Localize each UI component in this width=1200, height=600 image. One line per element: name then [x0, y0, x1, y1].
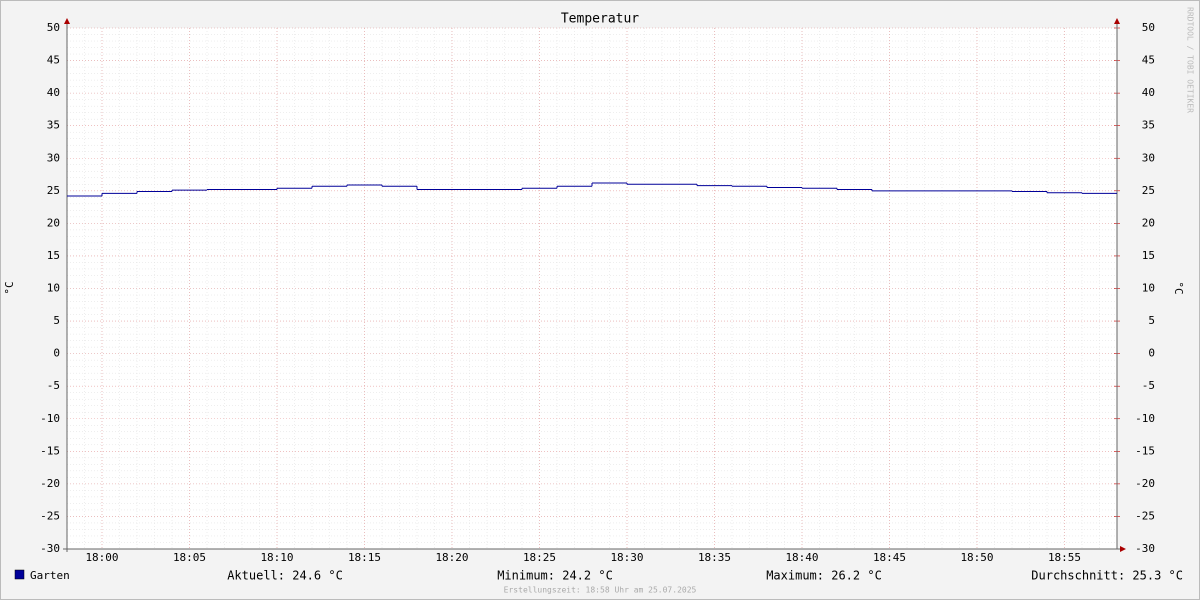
y2-tick-label: 0 — [1148, 347, 1155, 360]
y-tick-label: -5 — [47, 379, 60, 392]
y-tick-label: 5 — [53, 314, 60, 327]
y-tick-label: 20 — [47, 216, 60, 229]
stat: Durchschnitt: 25.3 °C — [1031, 569, 1183, 583]
x-tick-label: 18:35 — [698, 551, 731, 564]
y2-tick-label: 30 — [1142, 151, 1155, 164]
y-tick-label: 30 — [47, 151, 60, 164]
x-tick-label: 18:00 — [85, 551, 118, 564]
x-tick-label: 18:20 — [435, 551, 468, 564]
y2-tick-label: 50 — [1142, 21, 1155, 34]
arrow — [64, 18, 70, 24]
y-tick-label: 25 — [47, 184, 60, 197]
stat: Aktuell: 24.6 °C — [227, 569, 343, 583]
y-tick-label: -20 — [40, 477, 60, 490]
y2-tick-label: -30 — [1135, 542, 1155, 555]
y2-tick-label: 40 — [1142, 86, 1155, 99]
y-tick-label: 10 — [47, 282, 60, 295]
y2-tick-label: 10 — [1142, 282, 1155, 295]
y-tick-label: 0 — [53, 347, 60, 360]
arrow — [1114, 18, 1120, 24]
y2-axis-label: °C — [1172, 281, 1185, 294]
x-tick-label: 18:10 — [260, 551, 293, 564]
y2-tick-label: -25 — [1135, 509, 1155, 522]
x-tick-label: 18:15 — [348, 551, 381, 564]
stat: Maximum: 26.2 °C — [766, 569, 882, 583]
y2-tick-label: 5 — [1148, 314, 1155, 327]
x-tick-label: 18:55 — [1048, 551, 1081, 564]
footer: Erstellungszeit: 18:58 Uhr am 25.07.2025 — [504, 586, 697, 595]
x-tick-label: 18:45 — [873, 551, 906, 564]
y-tick-label: -25 — [40, 509, 60, 522]
y2-tick-label: 25 — [1142, 184, 1155, 197]
y-tick-label: -30 — [40, 542, 60, 555]
y-axis-label: °C — [3, 281, 16, 294]
y2-tick-label: -20 — [1135, 477, 1155, 490]
y2-tick-label: -5 — [1142, 379, 1155, 392]
y-tick-label: 45 — [47, 54, 60, 67]
y-tick-label: 15 — [47, 249, 60, 262]
y2-tick-label: 20 — [1142, 216, 1155, 229]
y-tick-label: -15 — [40, 444, 60, 457]
y2-tick-label: -10 — [1135, 412, 1155, 425]
x-tick-label: 18:25 — [523, 551, 556, 564]
x-tick-label: 18:05 — [173, 551, 206, 564]
y-tick-label: -10 — [40, 412, 60, 425]
x-tick-label: 18:40 — [785, 551, 818, 564]
x-tick-label: 18:30 — [610, 551, 643, 564]
legend-swatch — [14, 569, 25, 580]
chart-title: Temperatur — [561, 12, 639, 27]
legend-label: Garten — [30, 569, 70, 582]
y-tick-label: 35 — [47, 119, 60, 132]
y2-tick-label: 45 — [1142, 54, 1155, 67]
y-tick-label: 40 — [47, 86, 60, 99]
y2-tick-label: 15 — [1142, 249, 1155, 262]
y-tick-label: 50 — [47, 21, 60, 34]
arrow — [1120, 546, 1126, 552]
stat: Minimum: 24.2 °C — [497, 569, 613, 583]
watermark: RRDTOOL / TOBI OETIKER — [1186, 7, 1195, 113]
y2-tick-label: 35 — [1142, 119, 1155, 132]
x-tick-label: 18:50 — [960, 551, 993, 564]
y2-tick-label: -15 — [1135, 444, 1155, 457]
